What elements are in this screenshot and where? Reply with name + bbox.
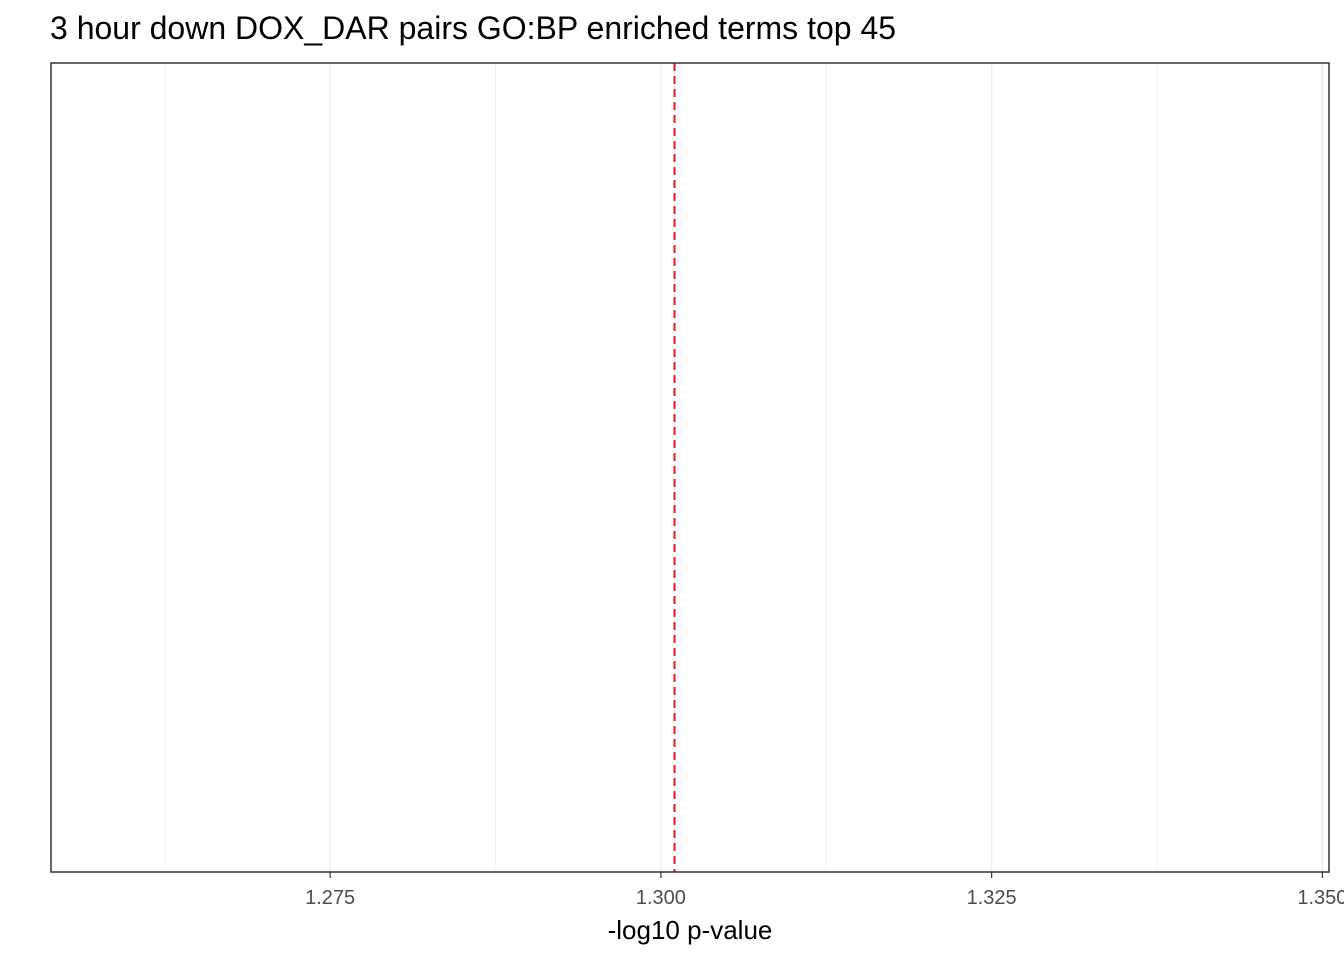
x-tick-label: 1.275 (305, 887, 355, 909)
x-tick-label: 1.300 (636, 887, 686, 909)
x-tick-label: 1.325 (967, 887, 1017, 909)
chart-title: 3 hour down DOX_DAR pairs GO:BP enriched… (50, 10, 897, 46)
grid-layer (164, 63, 1323, 872)
panel-border (50, 62, 1330, 873)
x-tick-label: 1.350 (1297, 887, 1344, 909)
x-axis: 1.275 1.300 1.325 1.350 (305, 872, 1344, 909)
x-axis-title: -log10 p-value (608, 915, 773, 945)
